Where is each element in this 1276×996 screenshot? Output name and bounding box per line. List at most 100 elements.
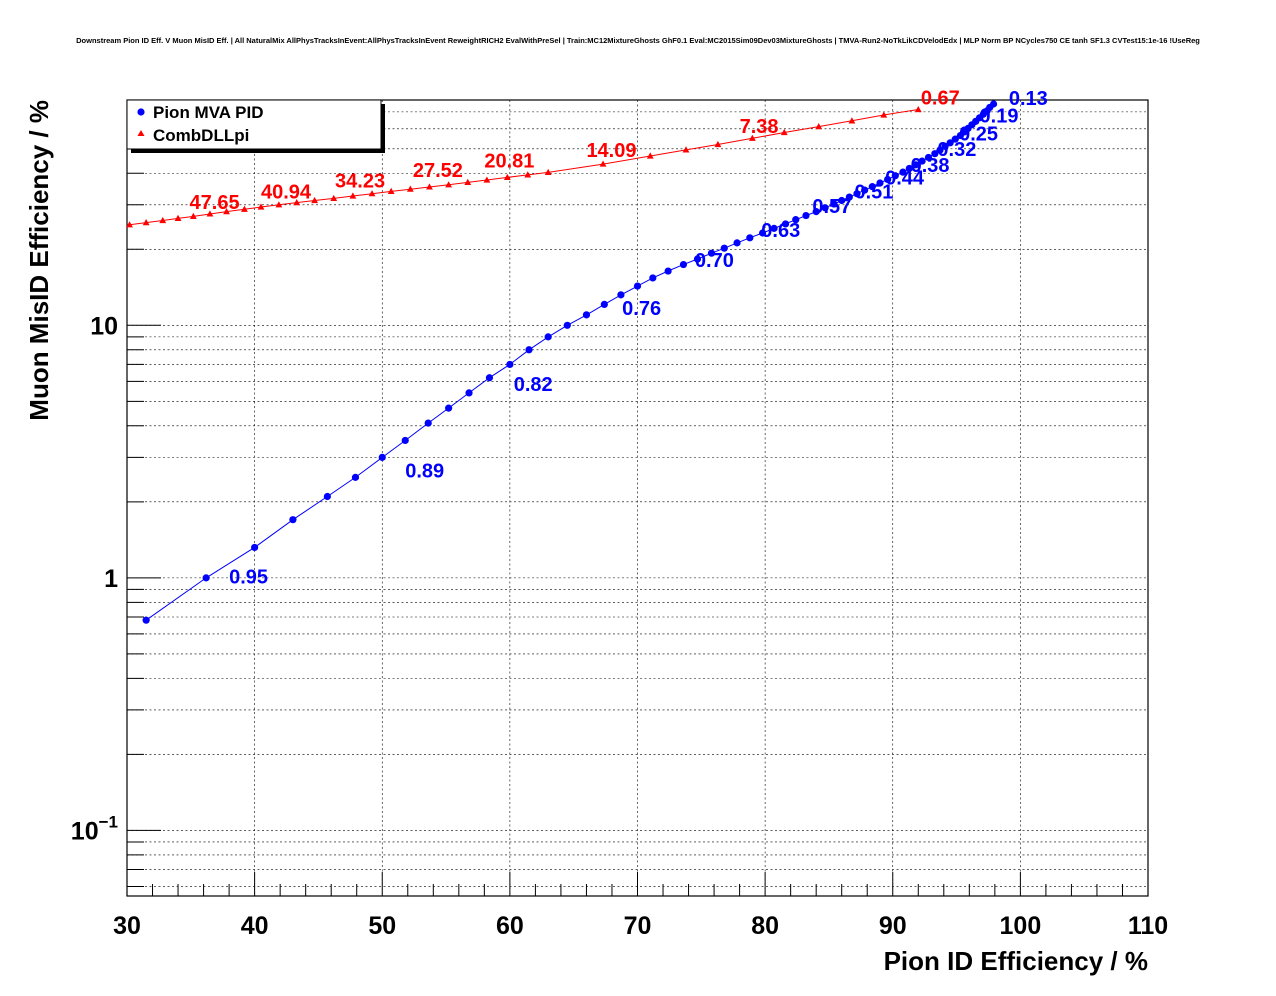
data-point (918, 157, 926, 165)
data-point (931, 150, 939, 158)
data-point (159, 216, 167, 224)
data-point (563, 321, 571, 329)
data-point (746, 234, 754, 242)
data-point (485, 374, 494, 382)
data-point (821, 204, 829, 212)
data-point (848, 117, 856, 124)
x-tick-label: 90 (879, 912, 907, 940)
data-point (275, 201, 283, 208)
data-point (503, 173, 511, 181)
data-point (426, 183, 433, 190)
data-point (714, 140, 722, 148)
point-label: 0.44 (885, 168, 925, 190)
legend-label-combdll: CombDLLpi (153, 126, 249, 145)
point-label: 0.82 (514, 374, 553, 396)
axis-ticks (126, 111, 1149, 896)
x-tick-label: 110 (1128, 912, 1168, 940)
data-point (853, 190, 861, 198)
data-point (646, 152, 654, 159)
data-point (524, 171, 532, 178)
data-point (293, 199, 301, 206)
point-label: 0.13 (1009, 88, 1048, 110)
data-point (351, 473, 360, 481)
x-tick-label: 50 (368, 912, 396, 940)
data-point (951, 135, 959, 143)
x-tick-label: 30 (113, 912, 141, 940)
legend: Pion MVA PID CombDLLpi (126, 99, 385, 153)
data-point (861, 186, 869, 194)
legend-label-pion-mva: Pion MVA PID (153, 103, 264, 122)
data-point (349, 192, 357, 199)
data-point (914, 105, 922, 113)
series-line-1 (129, 109, 919, 226)
data-point (891, 172, 899, 180)
data-point (465, 389, 473, 397)
data-point (781, 220, 790, 228)
point-label: 0.70 (695, 250, 734, 272)
point-label: 34.23 (335, 170, 385, 192)
data-point (946, 139, 954, 147)
data-point (223, 207, 230, 215)
data-point (544, 333, 552, 341)
y-tick-label: 1 (104, 565, 118, 593)
data-point (464, 178, 472, 185)
x-tick-label: 100 (1000, 912, 1042, 940)
data-point (707, 249, 716, 257)
data-point (830, 200, 838, 208)
data-point (483, 176, 491, 183)
point-label: 0.95 (229, 566, 268, 588)
point-label: 0.32 (937, 139, 976, 161)
point-label: 0.76 (622, 298, 661, 320)
series-layer (126, 100, 998, 624)
data-point (241, 205, 248, 212)
point-label: 27.52 (413, 160, 463, 182)
data-point (525, 346, 533, 354)
data-point (582, 311, 591, 319)
y-tick-label: 10 (90, 312, 118, 340)
point-annotations: 0.95 0.89 0.82 0.76 0.70 0.63 0.570.510.440.38… (190, 87, 1048, 588)
data-point (202, 574, 210, 582)
data-point (142, 616, 150, 624)
data-point (445, 404, 453, 412)
point-label: 20.81 (484, 151, 534, 173)
point-label: 0.25 (959, 124, 998, 146)
data-point (424, 419, 432, 427)
legend-marker-pion-mva (137, 108, 145, 116)
data-point (126, 221, 133, 228)
data-point (368, 190, 376, 197)
data-point (406, 185, 414, 192)
point-label: 14.09 (586, 140, 636, 162)
x-tick-label: 70 (624, 912, 652, 940)
data-point (802, 211, 810, 220)
point-label: 0.19 (980, 106, 1019, 128)
point-label: 0.67 (921, 87, 960, 109)
y-axis-label: Muon MisID Efficiency / % (24, 100, 54, 421)
data-point (251, 543, 259, 552)
data-point (758, 229, 767, 237)
point-label: 7.38 (740, 116, 779, 138)
data-point (206, 210, 214, 217)
data-point (780, 128, 788, 136)
data-point (815, 123, 823, 130)
data-point (748, 134, 756, 141)
data-point (924, 153, 933, 162)
data-point (189, 212, 197, 219)
data-point (720, 244, 728, 252)
data-point (733, 239, 741, 247)
y-tick-label: 10−1 (71, 812, 118, 845)
point-label: 47.65 (190, 192, 240, 214)
data-point (445, 181, 453, 188)
point-label: 0.89 (405, 460, 444, 482)
legend-box (126, 99, 382, 150)
tick-labels: 30 40 50 60 70 80 90 100 110 10 1 10−1 (71, 312, 1168, 940)
point-label: 40.94 (261, 181, 312, 203)
data-point (330, 194, 338, 202)
data-point (682, 146, 690, 153)
data-point (845, 193, 853, 201)
data-point (544, 168, 552, 176)
data-point (912, 161, 920, 169)
data-point (174, 214, 182, 222)
data-point (257, 203, 265, 210)
data-point (679, 260, 688, 269)
data-point (664, 267, 672, 275)
